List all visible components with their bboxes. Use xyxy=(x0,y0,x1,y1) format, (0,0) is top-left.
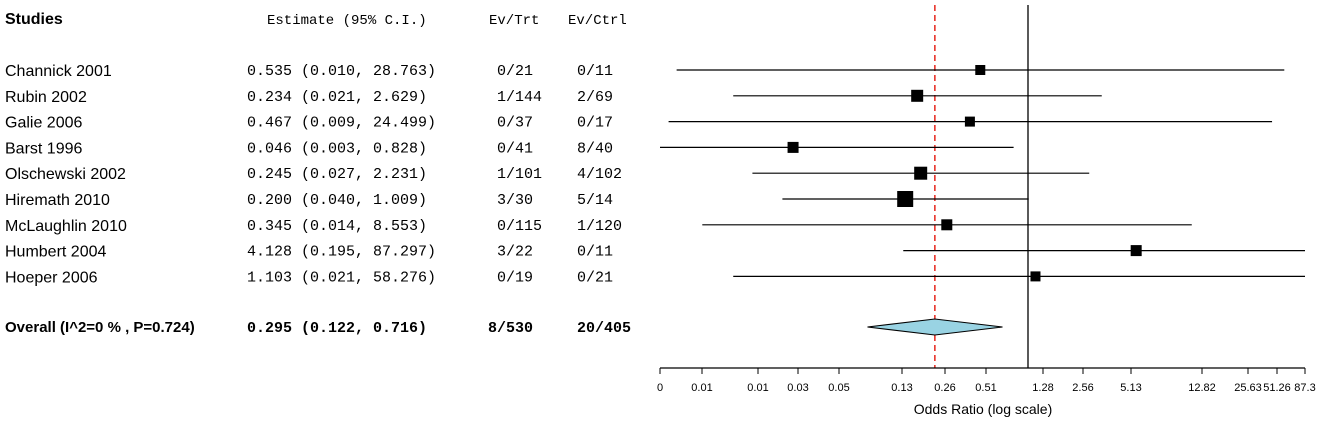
study-ev-ctrl: 0/17 xyxy=(577,115,613,132)
header-studies: Studies xyxy=(5,11,63,28)
study-point-estimate xyxy=(914,166,928,180)
study-point-estimate xyxy=(787,141,799,153)
study-ev-ctrl: 0/11 xyxy=(577,244,613,261)
study-name: Hiremath 2010 xyxy=(5,192,110,209)
study-ev-trt: 0/41 xyxy=(497,140,533,157)
x-tick-label: 5.13 xyxy=(1120,382,1141,394)
x-tick-label: 0.01 xyxy=(747,382,768,394)
x-tick-label: 0.01 xyxy=(691,382,712,394)
overall-estimate-ci: 0.295 (0.122, 0.716) xyxy=(247,320,427,337)
x-tick-label: 0.13 xyxy=(891,382,912,394)
study-ev-trt: 1/101 xyxy=(497,166,542,183)
header-ev-trt: Ev/Trt xyxy=(489,13,539,29)
study-estimate-ci: 0.046 (0.003, 0.828) xyxy=(247,140,427,157)
study-estimate-ci: 0.245 (0.027, 2.231) xyxy=(247,166,427,183)
study-ev-trt: 0/115 xyxy=(497,218,542,235)
study-name: Hoeper 2006 xyxy=(5,269,98,286)
x-axis-title: Odds Ratio (log scale) xyxy=(914,401,1053,417)
study-estimate-ci: 0.234 (0.021, 2.629) xyxy=(247,89,427,106)
x-tick-label: 0 xyxy=(657,382,663,394)
study-estimate-ci: 4.128 (0.195, 87.297) xyxy=(247,244,436,261)
study-ev-ctrl: 4/102 xyxy=(577,166,622,183)
x-tick-label: 0.05 xyxy=(828,382,849,394)
study-ev-ctrl: 2/69 xyxy=(577,89,613,106)
study-name: McLaughlin 2010 xyxy=(5,218,127,235)
study-name: Rubin 2002 xyxy=(5,89,87,106)
study-estimate-ci: 0.467 (0.009, 24.499) xyxy=(247,115,436,132)
x-tick-label: 0.03 xyxy=(787,382,808,394)
overall-diamond xyxy=(867,318,1003,336)
study-ev-trt: 1/144 xyxy=(497,89,542,106)
header-estimate: Estimate (95% C.I.) xyxy=(267,13,427,29)
study-point-estimate xyxy=(1030,271,1041,282)
study-ev-trt: 0/37 xyxy=(497,115,533,132)
study-point-estimate xyxy=(964,116,975,127)
study-name: Barst 1996 xyxy=(5,140,82,157)
x-tick-label: 2.56 xyxy=(1072,382,1093,394)
study-point-estimate xyxy=(1130,245,1142,257)
study-ev-trt: 3/30 xyxy=(497,192,533,209)
study-point-estimate xyxy=(941,219,953,231)
study-ev-ctrl: 1/120 xyxy=(577,218,622,235)
study-name: Galie 2006 xyxy=(5,115,82,132)
study-point-estimate xyxy=(897,191,914,207)
x-tick-label: 0.26 xyxy=(934,382,955,394)
study-ev-ctrl: 0/21 xyxy=(577,269,613,286)
study-ev-ctrl: 8/40 xyxy=(577,140,613,157)
study-estimate-ci: 0.345 (0.014, 8.553) xyxy=(247,218,427,235)
study-estimate-ci: 1.103 (0.021, 58.276) xyxy=(247,269,436,286)
study-name: Channick 2001 xyxy=(5,63,112,80)
study-point-estimate xyxy=(911,89,924,102)
study-ev-trt: 0/21 xyxy=(497,63,533,80)
overall-ev-ctrl: 20/405 xyxy=(577,320,631,337)
study-name: Olschewski 2002 xyxy=(5,166,126,183)
overall-label: Overall (I^2=0 % , P=0.724) xyxy=(5,319,195,336)
x-tick-label: 51.26 xyxy=(1263,382,1291,394)
study-ev-trt: 0/19 xyxy=(497,269,533,286)
header-ev-ctrl: Ev/Ctrl xyxy=(568,13,627,29)
overall-ev-trt: 8/530 xyxy=(488,320,533,337)
study-estimate-ci: 0.200 (0.040, 1.009) xyxy=(247,192,427,209)
study-ev-ctrl: 0/11 xyxy=(577,63,613,80)
study-point-estimate xyxy=(975,65,986,75)
x-tick-label: 87.3 xyxy=(1294,382,1315,394)
study-name: Humbert 2004 xyxy=(5,244,106,261)
study-ev-ctrl: 5/14 xyxy=(577,192,613,209)
study-ev-trt: 3/22 xyxy=(497,244,533,261)
study-estimate-ci: 0.535 (0.010, 28.763) xyxy=(247,63,436,80)
x-tick-label: 1.28 xyxy=(1032,382,1053,394)
x-tick-label: 0.51 xyxy=(975,382,996,394)
x-tick-label: 12.82 xyxy=(1188,382,1216,394)
x-tick-label: 25.63 xyxy=(1234,382,1262,394)
